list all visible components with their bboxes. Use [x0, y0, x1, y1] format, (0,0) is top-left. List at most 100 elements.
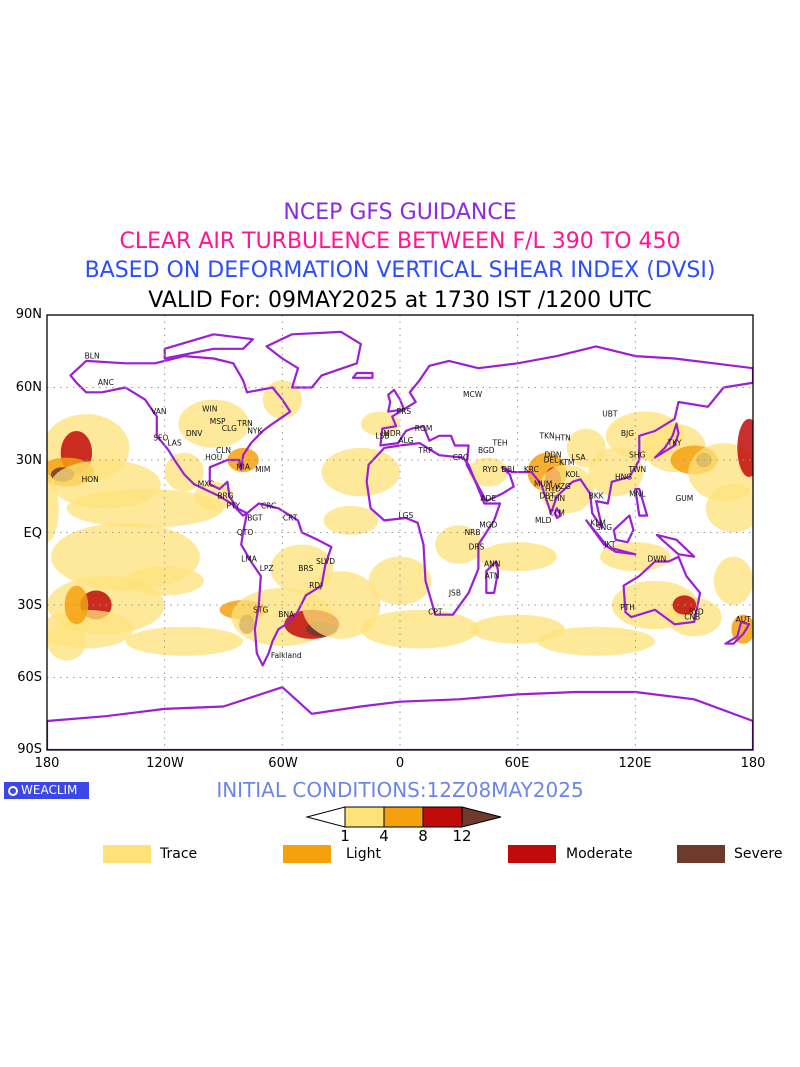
station-label: LMA — [241, 555, 258, 564]
station-label: BGD — [478, 446, 495, 455]
station-label: LGS — [399, 511, 414, 520]
grid-lines — [47, 315, 753, 750]
station-label: HTN — [555, 434, 571, 443]
turbulence-patch — [301, 571, 381, 639]
lon-label: 60E — [504, 756, 530, 771]
station-label: JSB — [448, 588, 461, 597]
coastline-eurasia — [379, 345, 753, 529]
station-label: ANN — [484, 559, 500, 568]
station-label: AUT — [736, 615, 752, 624]
lon-label: 180 — [34, 756, 60, 771]
station-label: GUM — [675, 494, 693, 503]
legend-swatch-trace — [103, 845, 151, 863]
station-label: LPZ — [260, 564, 274, 573]
coastline-philippines — [634, 487, 649, 517]
station-label: VAN — [151, 407, 166, 416]
station-label: MCW — [463, 390, 483, 399]
station-label: MUM — [534, 480, 552, 489]
coastline-borneo — [612, 514, 635, 544]
station-label: CNB — [684, 613, 700, 622]
station-label: UBT — [602, 410, 618, 419]
turbulence-patch — [435, 525, 483, 564]
turbulence-patch — [368, 556, 432, 605]
legend-swatch-light — [283, 845, 331, 863]
station-label: HON — [82, 475, 99, 484]
coastline-japan — [653, 422, 680, 459]
title-line-3: BASED ON DEFORMATION VERTICAL SHEAR INDE… — [84, 258, 716, 283]
station-label: PRS — [397, 407, 412, 416]
station-label: STG — [253, 605, 268, 614]
station-label: SFO — [153, 434, 168, 443]
colorbar-seg-2 — [383, 806, 424, 828]
station-label: KOL — [565, 470, 580, 479]
station-label: HOU — [205, 453, 222, 462]
station-label: DRS — [469, 542, 485, 551]
turbulence-patch — [468, 457, 508, 487]
station-label: NRB — [465, 528, 481, 537]
station-label: ADE — [480, 494, 496, 503]
weaclim-logo: WEACLIM — [4, 782, 89, 799]
turbulence-patch — [66, 489, 224, 528]
turbulence-patch — [125, 566, 204, 596]
station-label: HYD — [545, 484, 561, 493]
station-label: CLN — [216, 446, 231, 455]
turbulence-patch — [321, 447, 400, 497]
legend-swatch-severe — [677, 845, 725, 863]
station-label: BJG — [621, 429, 634, 438]
station-label: BRS — [298, 564, 313, 573]
station-label: DBI — [501, 465, 514, 474]
station-label: CRT — [283, 513, 298, 522]
station-label: DWN — [647, 555, 666, 564]
lon-label: 0 — [395, 756, 405, 771]
turbulence-patch — [713, 556, 753, 605]
station-label: PTH — [620, 603, 635, 612]
lon-label: 120W — [146, 756, 184, 771]
station-label: CRO — [453, 453, 469, 462]
turbulence-patch — [360, 411, 400, 436]
turbulence-patch — [178, 399, 249, 448]
turbulence-patch — [470, 614, 565, 644]
station-label: Falkland — [271, 651, 302, 660]
coastline-new-zealand — [724, 620, 751, 645]
station-label: VZG — [555, 482, 571, 491]
colorbar-tick: 8 — [418, 827, 428, 845]
turbulence-patch — [125, 626, 244, 656]
coastline-south-america — [240, 502, 333, 667]
station-label: DEL — [544, 455, 560, 464]
station-label: KLM — [590, 518, 606, 527]
station-label: CLM — [549, 509, 565, 518]
station-label: DBT — [539, 492, 555, 501]
station-label: DDN — [544, 451, 561, 460]
turbulence-patch — [539, 464, 595, 514]
station-label: WIN — [202, 405, 217, 414]
station-label: ROM — [415, 424, 433, 433]
turbulence-patch — [270, 544, 334, 593]
station-label: KRC — [524, 465, 539, 474]
lon-label: 60W — [268, 756, 298, 771]
station-label: QTO — [237, 528, 253, 537]
turbulence-patch — [737, 418, 753, 477]
station-label: PTY — [226, 501, 240, 510]
station-label: TWN — [627, 465, 646, 474]
turbulence-shading — [47, 380, 753, 661]
station-label: RDJ — [309, 581, 322, 590]
station-label: CLG — [222, 424, 237, 433]
station-label: TEH — [492, 439, 508, 448]
coastline-sri-lanka — [553, 507, 562, 520]
station-label: DNV — [186, 429, 203, 438]
station-label: MDR — [383, 429, 400, 438]
station-label: SLVD — [316, 557, 335, 566]
legend-label-trace: Trace — [160, 846, 198, 862]
title-line-2: CLEAR AIR TURBULENCE BETWEEN F/L 390 TO … — [119, 229, 681, 254]
turbulence-patch — [164, 452, 204, 492]
station-label: NYK — [247, 426, 263, 435]
station-label: BGT — [247, 513, 263, 522]
station-label: SYD — [689, 608, 704, 617]
turbulence-patch — [47, 474, 59, 543]
coastline-iceland — [351, 371, 374, 379]
station-label: MSP — [210, 417, 226, 426]
title-line-1: NCEP GFS GUIDANCE — [283, 200, 517, 225]
circle-logo-icon — [8, 786, 18, 796]
valid-time-line: VALID For: 09MAY2025 at 1730 IST /1200 U… — [148, 288, 652, 313]
